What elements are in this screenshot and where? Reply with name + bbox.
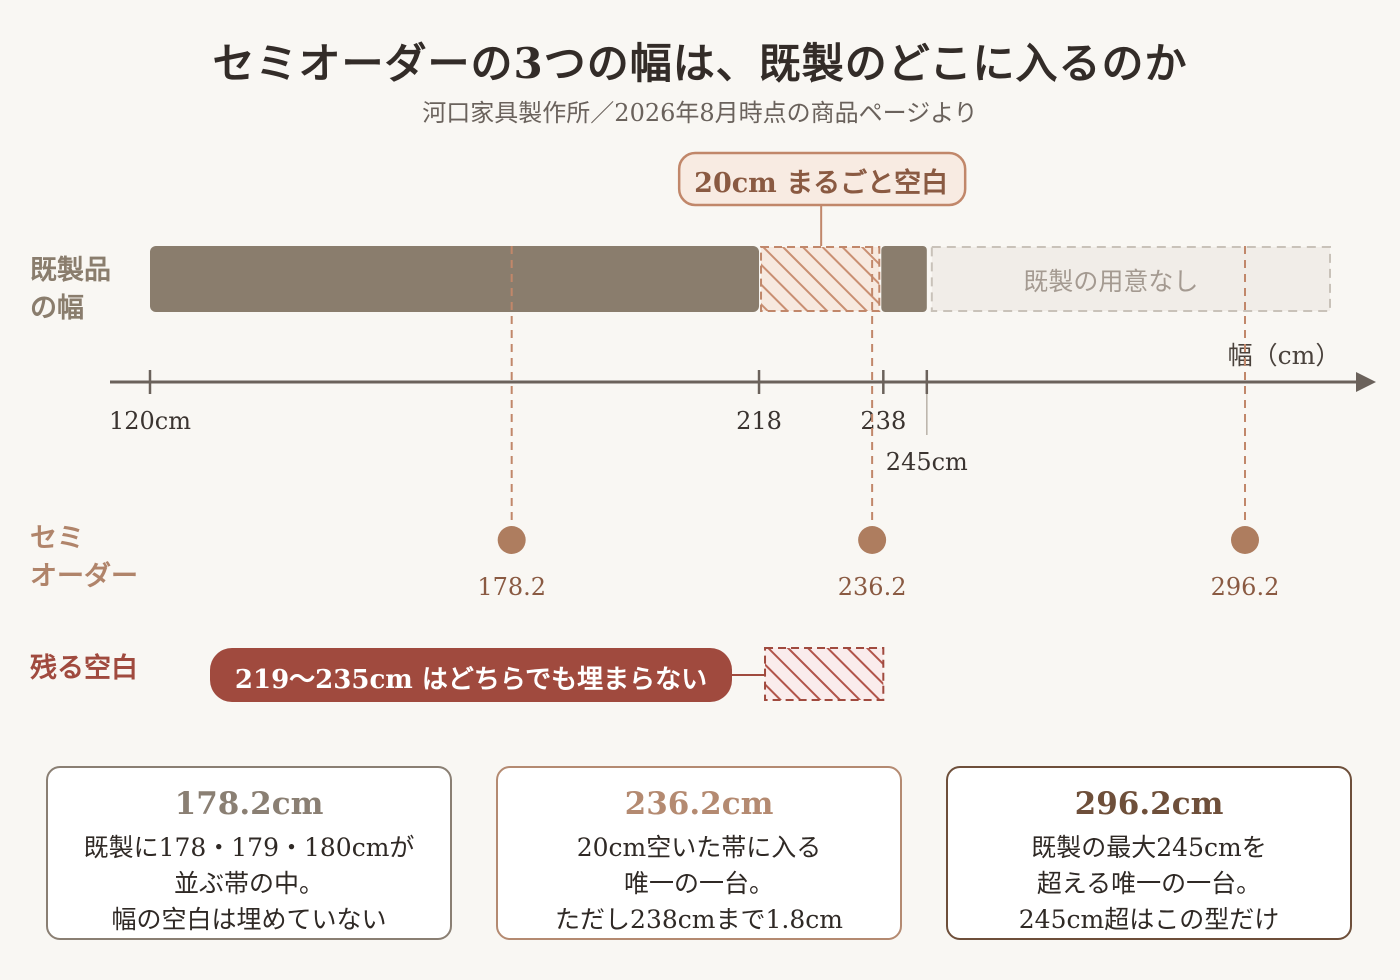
- semi-order-point: [497, 526, 526, 554]
- card-178: 178.2cm 既製に178・179・180cmが 並ぶ帯の中。 幅の空白は埋め…: [46, 766, 452, 940]
- card-line: 既製の最大245cmを: [1031, 833, 1267, 862]
- axis-tick-label: 245cm: [886, 448, 968, 476]
- card-296: 296.2cm 既製の最大245cmを 超える唯一の一台。 245cm超はこの型…: [946, 766, 1352, 940]
- card-body: 既製に178・179・180cmが 並ぶ帯の中。 幅の空白は埋めていない: [48, 830, 450, 938]
- page-subtitle: 河口家具製作所／2026年8月時点の商品ページより: [422, 99, 978, 127]
- axis-tick-label: 120cm: [109, 407, 191, 435]
- axis-tick-label: 218: [736, 407, 782, 435]
- remaining-gap-hatched-box: [764, 647, 885, 701]
- ready-made-none-box: [930, 246, 1331, 312]
- remaining-gap-label: 219〜235cm はどちらでも埋まらない: [235, 665, 707, 695]
- row-label-line: セミ: [30, 523, 84, 554]
- card-title: 178.2cm: [174, 786, 324, 822]
- card-line: 既製に178・179・180cmが: [83, 833, 415, 862]
- axis-tick-label: 238: [860, 407, 906, 435]
- row-label-remaining-gap: 残る空白: [30, 653, 138, 684]
- ready-made-gap-hatched: [760, 246, 881, 312]
- axis-title: 幅（cm）: [1228, 341, 1341, 370]
- ready-made-bar-120-218: [150, 246, 760, 312]
- row-label-ready-made: 既製品 の幅: [30, 252, 111, 328]
- semi-order-points: 178.2 236.2 296.2: [477, 246, 1279, 601]
- card-title: 296.2cm: [1074, 786, 1224, 822]
- card-line: 245cm超はこの型だけ: [1018, 905, 1280, 934]
- card-body: 既製の最大245cmを 超える唯一の一台。 245cm超はこの型だけ: [948, 830, 1350, 938]
- ready-made-bar-238-245: [881, 246, 927, 312]
- semi-order-point-label: 236.2: [838, 573, 907, 601]
- axis-ticks: 120cm 218 238 245cm: [109, 370, 968, 476]
- gap-callout-box: [677, 151, 967, 207]
- width-diagram: 既製の用意なし 20cm まるごと空白 幅（cm） 120cm 218 238 245…: [109, 151, 1376, 702]
- row-label-line: の幅: [30, 293, 84, 324]
- row-label-line: 既製品: [30, 255, 111, 286]
- semi-order-point: [858, 526, 887, 554]
- card-line: 唯一の一台。: [623, 869, 774, 898]
- card-line: 並ぶ帯の中。: [173, 869, 324, 898]
- card-line: 超える唯一の一台。: [1036, 869, 1262, 898]
- row-label-semi-order: セミ オーダー: [30, 520, 138, 596]
- card-title: 236.2cm: [624, 786, 774, 822]
- row-label-line: オーダー: [30, 561, 138, 592]
- remaining-gap-pill: [210, 648, 732, 702]
- page-title: セミオーダーの3つの幅は、既製のどこに入るのか: [212, 39, 1188, 88]
- semi-order-point-label: 178.2: [477, 573, 546, 601]
- axis-arrow-icon: [1356, 372, 1376, 392]
- card-line: ただし238cmまで1.8cm: [555, 905, 843, 934]
- card-body: 20cm空いた帯に入る 唯一の一台。 ただし238cmまで1.8cm: [498, 830, 900, 938]
- card-line: 幅の空白は埋めていない: [111, 905, 387, 934]
- gap-callout-label: 20cm まるごと空白: [694, 167, 948, 199]
- semi-order-point: [1231, 526, 1259, 554]
- card-236: 236.2cm 20cm空いた帯に入る 唯一の一台。 ただし238cmまで1.8…: [496, 766, 902, 940]
- card-line: 20cm空いた帯に入る: [576, 833, 822, 862]
- semi-order-point-label: 296.2: [1211, 573, 1280, 601]
- ready-made-none-label: 既製の用意なし: [1023, 267, 1198, 296]
